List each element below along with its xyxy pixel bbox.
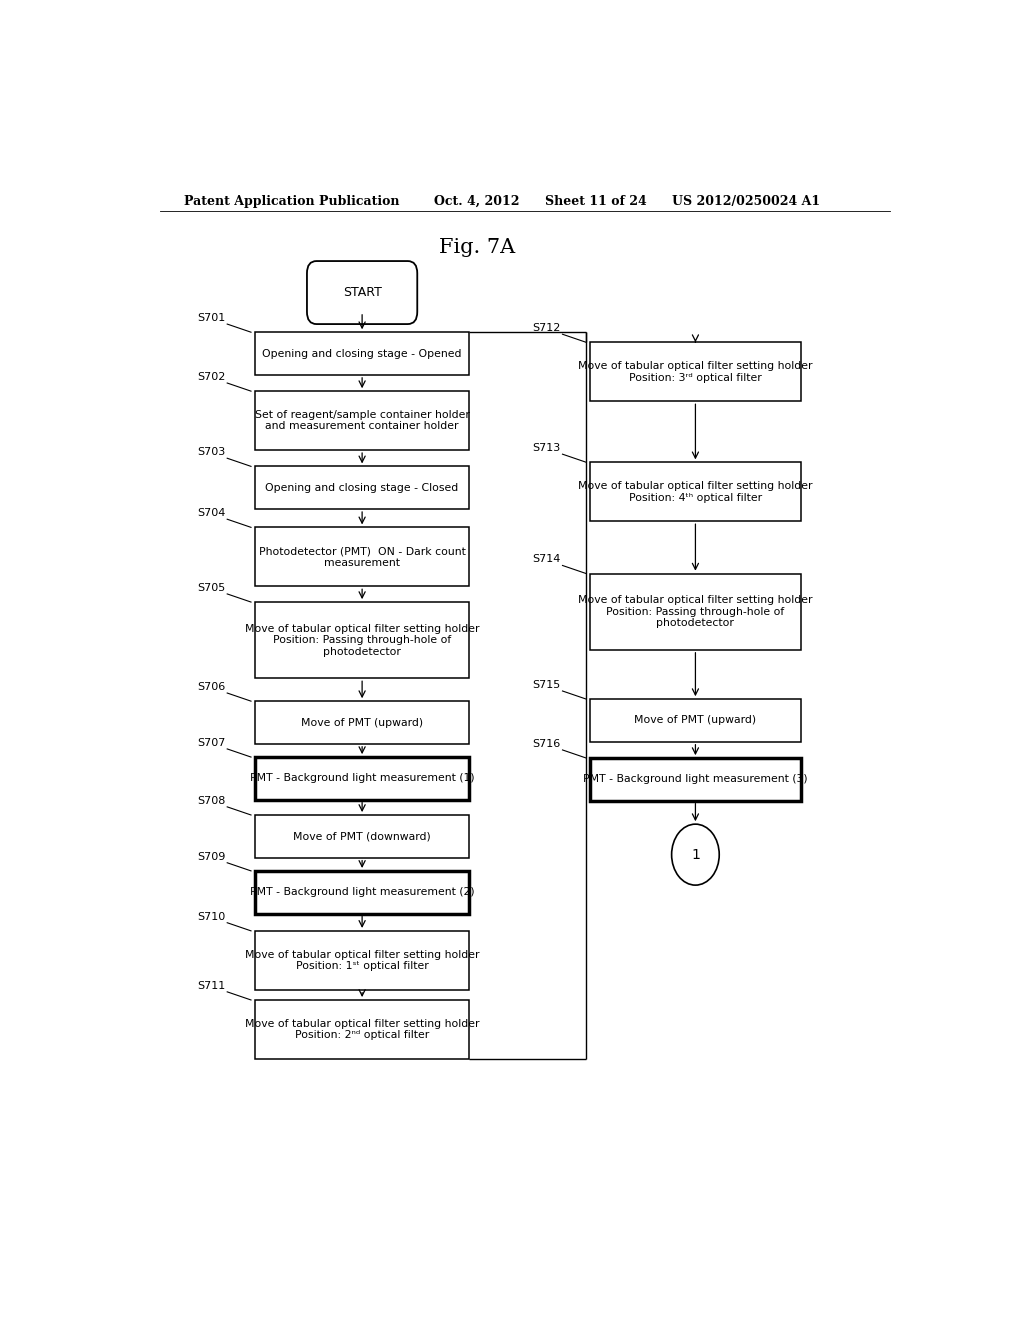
Text: S709: S709 — [198, 851, 225, 862]
Text: Move of PMT (downward): Move of PMT (downward) — [293, 832, 431, 841]
Text: Move of tabular optical filter setting holder
Position: 2ⁿᵈ optical filter: Move of tabular optical filter setting h… — [245, 1019, 479, 1040]
Bar — [255, 701, 469, 744]
Bar — [255, 333, 469, 375]
Text: S705: S705 — [198, 583, 225, 593]
Text: Move of PMT (upward): Move of PMT (upward) — [301, 718, 423, 727]
Bar — [590, 574, 801, 649]
Text: Opening and closing stage - Closed: Opening and closing stage - Closed — [265, 483, 459, 492]
Bar — [255, 871, 469, 913]
Bar — [590, 758, 801, 801]
Text: PMT - Background light measurement (3): PMT - Background light measurement (3) — [583, 775, 808, 784]
Text: S706: S706 — [198, 682, 225, 692]
Text: S701: S701 — [198, 313, 225, 323]
FancyBboxPatch shape — [307, 261, 417, 325]
Text: START: START — [343, 286, 382, 300]
Bar — [590, 700, 801, 742]
Text: Move of tabular optical filter setting holder
Position: Passing through-hole of
: Move of tabular optical filter setting h… — [579, 595, 813, 628]
Bar — [590, 462, 801, 521]
Bar — [255, 528, 469, 586]
Text: S708: S708 — [198, 796, 225, 805]
Text: S712: S712 — [532, 323, 561, 333]
Bar — [255, 814, 469, 858]
Text: S702: S702 — [198, 372, 225, 381]
Bar — [255, 466, 469, 510]
Text: Move of tabular optical filter setting holder
Position: 1ˢᵗ optical filter: Move of tabular optical filter setting h… — [245, 949, 479, 972]
Bar — [255, 931, 469, 990]
Bar — [590, 342, 801, 401]
Text: 1: 1 — [691, 847, 699, 862]
Text: S704: S704 — [198, 508, 225, 519]
Text: Oct. 4, 2012: Oct. 4, 2012 — [433, 194, 519, 207]
Bar — [255, 758, 469, 800]
Text: S715: S715 — [532, 680, 561, 690]
Text: Opening and closing stage - Opened: Opening and closing stage - Opened — [262, 348, 462, 359]
Bar — [255, 1001, 469, 1059]
Bar — [255, 391, 469, 450]
Text: PMT - Background light measurement (1): PMT - Background light measurement (1) — [250, 774, 474, 783]
Text: S711: S711 — [198, 981, 225, 991]
Text: S707: S707 — [198, 738, 225, 748]
Text: US 2012/0250024 A1: US 2012/0250024 A1 — [672, 194, 820, 207]
Text: S714: S714 — [532, 554, 561, 565]
Text: Set of reagent/sample container holder
and measurement container holder: Set of reagent/sample container holder a… — [255, 409, 470, 432]
Text: PMT - Background light measurement (2): PMT - Background light measurement (2) — [250, 887, 474, 898]
Text: S716: S716 — [532, 739, 561, 748]
Text: S713: S713 — [532, 444, 561, 453]
Text: S703: S703 — [198, 447, 225, 457]
Text: Move of tabular optical filter setting holder
Position: 4ᵗʰ optical filter: Move of tabular optical filter setting h… — [579, 480, 813, 503]
Text: Sheet 11 of 24: Sheet 11 of 24 — [545, 194, 646, 207]
Text: Fig. 7A: Fig. 7A — [439, 239, 515, 257]
Bar — [255, 602, 469, 678]
Text: Move of tabular optical filter setting holder
Position: 3ʳᵈ optical filter: Move of tabular optical filter setting h… — [579, 362, 813, 383]
Text: Move of PMT (upward): Move of PMT (upward) — [634, 715, 757, 726]
Text: Photodetector (PMT)  ON - Dark count
measurement: Photodetector (PMT) ON - Dark count meas… — [259, 546, 466, 568]
Text: S710: S710 — [198, 912, 225, 921]
Text: Patent Application Publication: Patent Application Publication — [183, 194, 399, 207]
Text: Move of tabular optical filter setting holder
Position: Passing through-hole of
: Move of tabular optical filter setting h… — [245, 623, 479, 657]
